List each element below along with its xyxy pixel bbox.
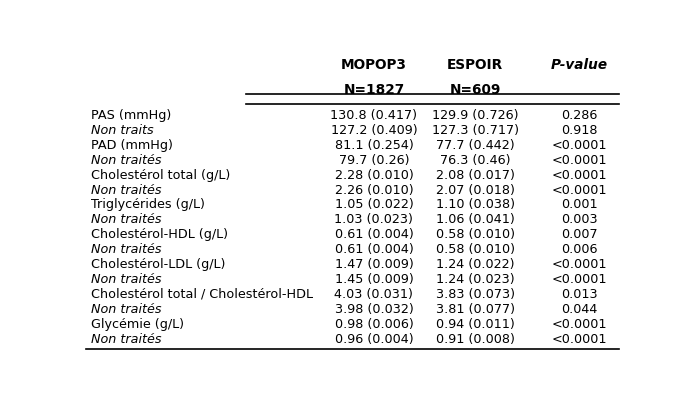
Text: 0.98 (0.006): 0.98 (0.006) <box>334 318 413 331</box>
Text: 0.58 (0.010): 0.58 (0.010) <box>436 243 515 256</box>
Text: Glycémie (g/L): Glycémie (g/L) <box>92 318 184 331</box>
Text: 1.03 (0.023): 1.03 (0.023) <box>334 213 413 226</box>
Text: Non traités: Non traités <box>92 273 162 286</box>
Text: <0.0001: <0.0001 <box>552 318 607 331</box>
Text: ESPOIR: ESPOIR <box>447 59 504 72</box>
Text: 0.001: 0.001 <box>561 199 597 211</box>
Text: 0.044: 0.044 <box>561 303 597 316</box>
Text: <0.0001: <0.0001 <box>552 139 607 152</box>
Text: 0.96 (0.004): 0.96 (0.004) <box>334 333 413 345</box>
Text: Cholestérol-LDL (g/L): Cholestérol-LDL (g/L) <box>92 258 226 271</box>
Text: Non traits: Non traits <box>92 124 154 137</box>
Text: <0.0001: <0.0001 <box>552 169 607 181</box>
Text: 76.3 (0.46): 76.3 (0.46) <box>440 154 510 167</box>
Text: Non traités: Non traités <box>92 213 162 226</box>
Text: Cholestérol-HDL (g/L): Cholestérol-HDL (g/L) <box>92 228 228 241</box>
Text: 79.7 (0.26): 79.7 (0.26) <box>338 154 409 167</box>
Text: 1.05 (0.022): 1.05 (0.022) <box>334 199 413 211</box>
Text: 3.98 (0.032): 3.98 (0.032) <box>334 303 413 316</box>
Text: Cholestérol total (g/L): Cholestérol total (g/L) <box>92 169 230 181</box>
Text: 2.08 (0.017): 2.08 (0.017) <box>436 169 515 181</box>
Text: <0.0001: <0.0001 <box>552 258 607 271</box>
Text: 3.81 (0.077): 3.81 (0.077) <box>436 303 515 316</box>
Text: Non traités: Non traités <box>92 303 162 316</box>
Text: <0.0001: <0.0001 <box>552 183 607 197</box>
Text: 3.83 (0.073): 3.83 (0.073) <box>436 288 515 301</box>
Text: 1.10 (0.038): 1.10 (0.038) <box>436 199 515 211</box>
Text: 2.26 (0.010): 2.26 (0.010) <box>334 183 413 197</box>
Text: 130.8 (0.417): 130.8 (0.417) <box>330 109 418 122</box>
Text: MOPOP3: MOPOP3 <box>341 59 407 72</box>
Text: 4.03 (0.031): 4.03 (0.031) <box>334 288 413 301</box>
Text: 0.007: 0.007 <box>561 228 597 241</box>
Text: 1.06 (0.041): 1.06 (0.041) <box>436 213 515 226</box>
Text: Non traités: Non traités <box>92 243 162 256</box>
Text: 127.2 (0.409): 127.2 (0.409) <box>331 124 417 137</box>
Text: 0.58 (0.010): 0.58 (0.010) <box>436 228 515 241</box>
Text: N=1827: N=1827 <box>343 83 405 97</box>
Text: Triglycérides (g/L): Triglycérides (g/L) <box>92 199 205 211</box>
Text: 0.006: 0.006 <box>561 243 597 256</box>
Text: 0.61 (0.004): 0.61 (0.004) <box>334 243 413 256</box>
Text: 0.286: 0.286 <box>561 109 597 122</box>
Text: PAD (mmHg): PAD (mmHg) <box>92 139 173 152</box>
Text: 127.3 (0.717): 127.3 (0.717) <box>432 124 519 137</box>
Text: Cholestérol total / Cholestérol-HDL: Cholestérol total / Cholestérol-HDL <box>92 288 313 301</box>
Text: 77.7 (0.442): 77.7 (0.442) <box>436 139 515 152</box>
Text: <0.0001: <0.0001 <box>552 333 607 345</box>
Text: 0.61 (0.004): 0.61 (0.004) <box>334 228 413 241</box>
Text: 0.003: 0.003 <box>561 213 597 226</box>
Text: Non traités: Non traités <box>92 183 162 197</box>
Text: 1.47 (0.009): 1.47 (0.009) <box>334 258 413 271</box>
Text: 2.07 (0.018): 2.07 (0.018) <box>436 183 515 197</box>
Text: P-value: P-value <box>550 59 608 72</box>
Text: 1.24 (0.022): 1.24 (0.022) <box>436 258 515 271</box>
Text: PAS (mmHg): PAS (mmHg) <box>92 109 171 122</box>
Text: 0.91 (0.008): 0.91 (0.008) <box>436 333 515 345</box>
Text: 1.45 (0.009): 1.45 (0.009) <box>334 273 413 286</box>
Text: 129.9 (0.726): 129.9 (0.726) <box>432 109 519 122</box>
Text: 2.28 (0.010): 2.28 (0.010) <box>334 169 413 181</box>
Text: N=609: N=609 <box>449 83 501 97</box>
Text: 0.94 (0.011): 0.94 (0.011) <box>436 318 515 331</box>
Text: Non traités: Non traités <box>92 333 162 345</box>
Text: Non traités: Non traités <box>92 154 162 167</box>
Text: 1.24 (0.023): 1.24 (0.023) <box>436 273 515 286</box>
Text: <0.0001: <0.0001 <box>552 273 607 286</box>
Text: 0.013: 0.013 <box>561 288 597 301</box>
Text: <0.0001: <0.0001 <box>552 154 607 167</box>
Text: 81.1 (0.254): 81.1 (0.254) <box>334 139 413 152</box>
Text: 0.918: 0.918 <box>561 124 597 137</box>
